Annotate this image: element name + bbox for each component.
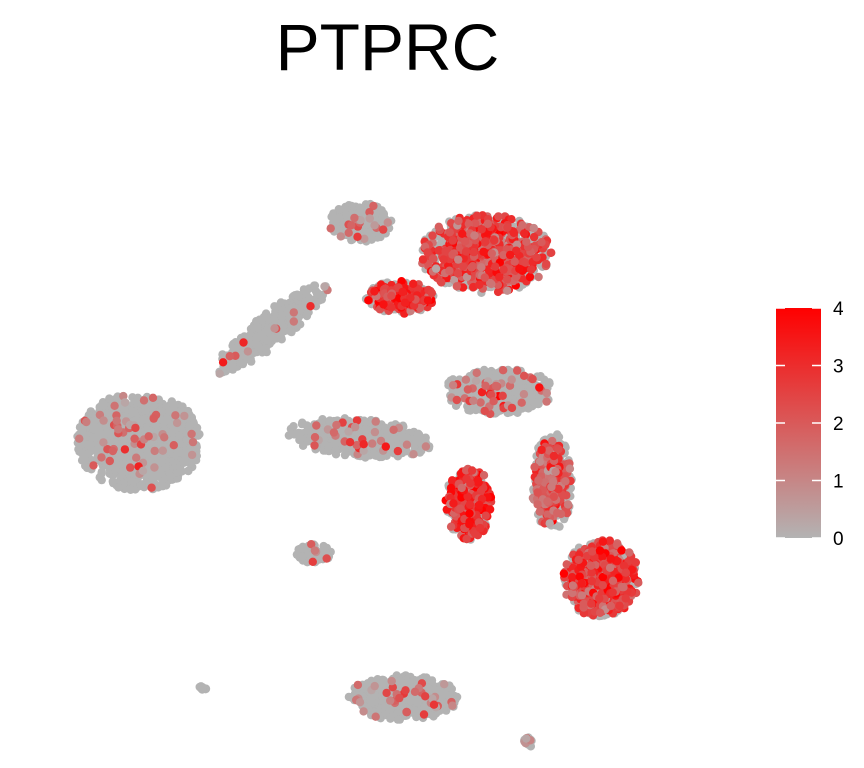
data-point-left-blob <box>97 475 106 485</box>
data-point-center-band <box>359 416 369 425</box>
data-point-diagonal-strand <box>302 311 312 320</box>
data-point-left-blob <box>175 431 184 440</box>
data-point-left-blob <box>185 421 194 431</box>
data-point-diagonal-strand <box>270 315 279 325</box>
data-point-center-band <box>295 429 305 438</box>
data-point-left-blob <box>148 402 158 411</box>
data-point-center-band <box>390 433 399 443</box>
data-point-left-blob <box>184 466 193 476</box>
data-point-diagonal-strand <box>283 307 292 317</box>
data-point-left-blob <box>175 447 184 457</box>
data-point-left-blob <box>83 440 92 450</box>
data-point-center-band <box>298 441 308 450</box>
data-point-diagonal-strand <box>272 334 281 343</box>
data-point-diagonal-strand <box>228 361 237 371</box>
data-point-diagonal-strand <box>251 340 261 349</box>
data-point-center-band <box>383 428 392 437</box>
data-point-top-stem <box>379 209 388 218</box>
data-point-diagonal-strand <box>263 327 272 336</box>
data-point-mid-right-column <box>555 522 564 531</box>
data-point-left-blob <box>74 445 83 454</box>
data-point-left-blob <box>108 477 118 486</box>
data-point-diagonal-strand <box>254 332 264 342</box>
data-point-left-blob <box>105 394 114 403</box>
data-point-diagonal-strand <box>276 298 286 307</box>
data-point-diagonal-strand <box>263 336 272 345</box>
data-point-left-blob <box>156 469 166 478</box>
data-point-left-blob <box>79 456 89 465</box>
data-point-center-band <box>298 419 307 428</box>
data-point-top-stem <box>335 213 344 223</box>
data-point-center-band <box>371 451 380 460</box>
data-point-top-stem <box>341 204 350 214</box>
data-point-mid-right-head <box>480 365 489 375</box>
data-point-diagonal-strand <box>302 288 311 297</box>
data-point-diagonal-strand <box>294 291 304 301</box>
data-point-center-band <box>284 431 294 440</box>
data-point-center-band <box>289 422 298 431</box>
data-point-left-blob <box>176 465 185 475</box>
data-point-left-blob <box>110 463 120 473</box>
data-point-diagonal-strand <box>278 322 288 331</box>
data-point-left-blob <box>165 447 174 456</box>
chart-title: PTPRC <box>275 10 500 84</box>
data-point-left-blob <box>102 429 112 438</box>
data-point-top-stem <box>355 203 364 212</box>
data-point-left-blob <box>78 425 87 434</box>
data-point-left-blob <box>141 405 150 415</box>
data-point-left-blob <box>114 483 123 492</box>
data-point-left-blob <box>143 448 152 458</box>
data-point-left-blob <box>98 401 108 410</box>
data-point-diagonal-strand <box>262 347 271 357</box>
data-point-left-blob <box>129 407 139 417</box>
data-point-left-blob <box>154 483 163 492</box>
data-point-mid-right-head <box>535 394 544 403</box>
data-point-center-band <box>416 435 425 444</box>
data-point-center-band <box>324 442 333 452</box>
data-point-left-blob <box>97 467 107 477</box>
data-point-diagonal-strand <box>260 313 269 322</box>
data-point-mid-right-head <box>544 378 553 388</box>
data-point-mid-right-column <box>554 432 564 442</box>
points-layer <box>73 199 643 751</box>
data-point-center-band <box>361 425 370 434</box>
data-point-left-blob <box>128 477 138 486</box>
data-point-center-band <box>316 428 325 437</box>
data-point-center-band <box>325 416 334 425</box>
data-point-left-blob <box>115 453 124 462</box>
data-point-diagonal-strand <box>312 289 322 299</box>
data-point-center-band <box>377 452 387 462</box>
data-point-left-blob <box>90 425 99 434</box>
data-point-left-blob <box>138 415 147 425</box>
